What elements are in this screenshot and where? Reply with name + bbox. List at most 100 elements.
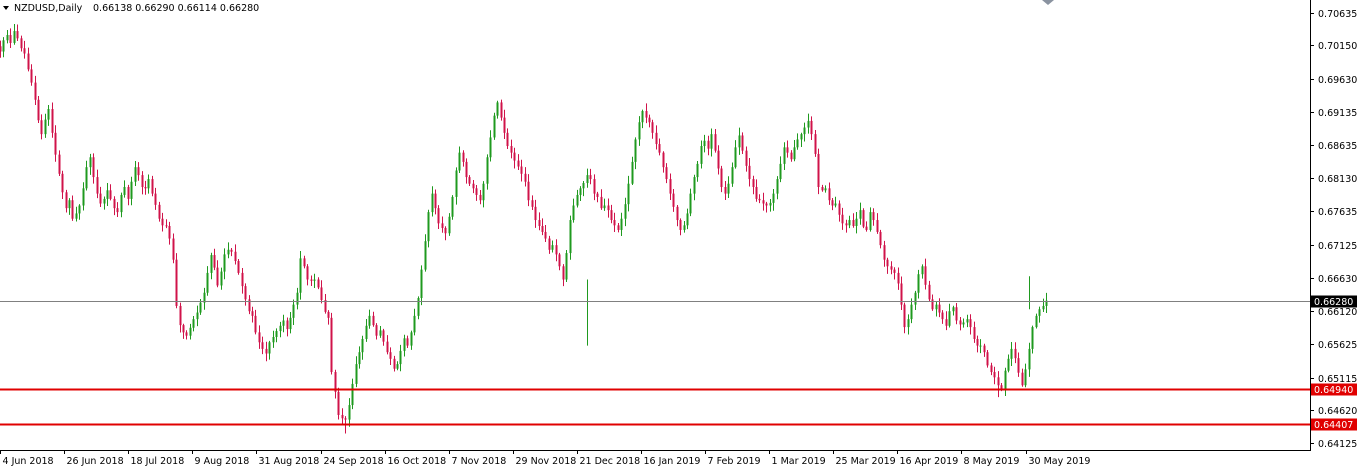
- candle-body: [116, 208, 119, 213]
- candle-body: [513, 152, 516, 161]
- candle-body: [472, 183, 475, 189]
- candle-body: [320, 287, 323, 300]
- horizontal-lines[interactable]: 0.66280 0.64940 0.64407: [0, 295, 1357, 432]
- candle-body: [910, 304, 913, 320]
- candle-body: [389, 352, 392, 359]
- candle-body: [206, 272, 209, 293]
- candle-body: [1028, 348, 1031, 370]
- candle-body: [237, 261, 240, 273]
- candle-body: [662, 152, 665, 168]
- candle-body: [161, 218, 164, 226]
- time-tick-label: 7 Nov 2018: [452, 456, 507, 467]
- candle-body: [137, 167, 140, 176]
- candle-body: [976, 338, 979, 346]
- candle-body: [261, 342, 264, 349]
- plot-area[interactable]: [0, 0, 1310, 450]
- candle-body: [413, 315, 416, 333]
- candle-body: [703, 140, 706, 147]
- candle-body: [803, 127, 806, 135]
- candle-body: [648, 117, 651, 123]
- candle-body: [324, 300, 327, 312]
- candle-body: [27, 53, 30, 70]
- price-tick-label: 0.64125: [1318, 439, 1357, 450]
- candle-body: [154, 193, 157, 205]
- candle-body: [78, 205, 81, 214]
- candle-body: [89, 157, 92, 168]
- candle-body: [952, 307, 955, 312]
- candle-body: [562, 266, 565, 280]
- candle-body: [503, 117, 506, 133]
- candle-body: [534, 206, 537, 221]
- candle-body: [596, 193, 599, 197]
- candle-body: [717, 150, 720, 169]
- candle-body: [917, 274, 920, 293]
- candle-body: [210, 255, 213, 273]
- candle-body: [638, 122, 641, 140]
- price-tick-label: 0.67635: [1318, 207, 1357, 218]
- time-axis[interactable]: 4 Jun 2018 26 Jun 2018 18 Jul 2018 9 Aug 20…: [0, 450, 1091, 467]
- candle-body: [862, 210, 865, 227]
- candle-body: [16, 31, 19, 39]
- candle-body: [589, 175, 592, 180]
- candle-body: [496, 102, 499, 116]
- candle-body: [296, 292, 299, 305]
- candle-body: [565, 253, 568, 280]
- candle-body: [358, 352, 361, 365]
- ohlc-values: 0.66138 0.66290 0.66114 0.66280: [93, 3, 259, 14]
- candle-body: [185, 332, 188, 336]
- candle-body: [317, 279, 320, 288]
- candle-body: [544, 231, 547, 239]
- candle-body: [555, 245, 558, 255]
- candle-body: [859, 210, 862, 219]
- candle-body: [1017, 358, 1020, 373]
- candle-body: [727, 183, 730, 194]
- candle-body: [793, 147, 796, 160]
- candle-body: [434, 193, 437, 209]
- price-tick-label: 0.70635: [1318, 9, 1357, 20]
- candle-body: [876, 220, 879, 232]
- candle-body: [935, 304, 938, 310]
- candle-body: [551, 245, 554, 250]
- candle-body: [448, 216, 451, 234]
- candle-body: [613, 220, 616, 226]
- candle-body: [289, 317, 292, 330]
- candle-body: [223, 254, 226, 272]
- candle-body: [254, 315, 257, 333]
- candle-body: [493, 115, 496, 138]
- candle-body: [845, 223, 848, 226]
- candle-body: [241, 272, 244, 287]
- candle-body: [883, 245, 886, 260]
- candle-body: [417, 298, 420, 316]
- candle-body: [955, 307, 958, 321]
- symbol-timeframe: NZDUSD,Daily: [14, 3, 83, 14]
- candle-body: [1042, 305, 1045, 310]
- candle-body: [199, 302, 202, 313]
- candle-body: [268, 342, 271, 354]
- candle-body: [330, 317, 333, 373]
- price-tick-label: 0.65115: [1318, 374, 1357, 385]
- candle-body: [993, 372, 996, 378]
- dropdown-triangle-icon[interactable]: [3, 6, 9, 10]
- candle-body: [1045, 300, 1048, 306]
- support-level-label-box: [1311, 383, 1357, 396]
- candle-body: [707, 140, 710, 149]
- candle-body: [841, 214, 844, 224]
- candle-body: [517, 160, 520, 167]
- candle-body: [872, 212, 875, 221]
- candle-body: [123, 187, 126, 195]
- candle-body: [634, 139, 637, 162]
- price-axis[interactable]: 0.70635 0.70150 0.69630 0.69135 0.68635 0.681…: [1310, 9, 1357, 450]
- candle-body: [175, 259, 178, 306]
- candle-body: [582, 183, 585, 189]
- candle-body: [986, 352, 989, 366]
- candle-body: [738, 135, 741, 148]
- candle-body: [814, 134, 817, 154]
- candle-body: [610, 210, 613, 221]
- time-tick-label: 21 Dec 2018: [580, 456, 641, 467]
- candle-body: [444, 227, 447, 234]
- candle-body: [924, 266, 927, 285]
- candle-body: [921, 266, 924, 275]
- chart-shift-marker-icon[interactable]: [1042, 0, 1054, 5]
